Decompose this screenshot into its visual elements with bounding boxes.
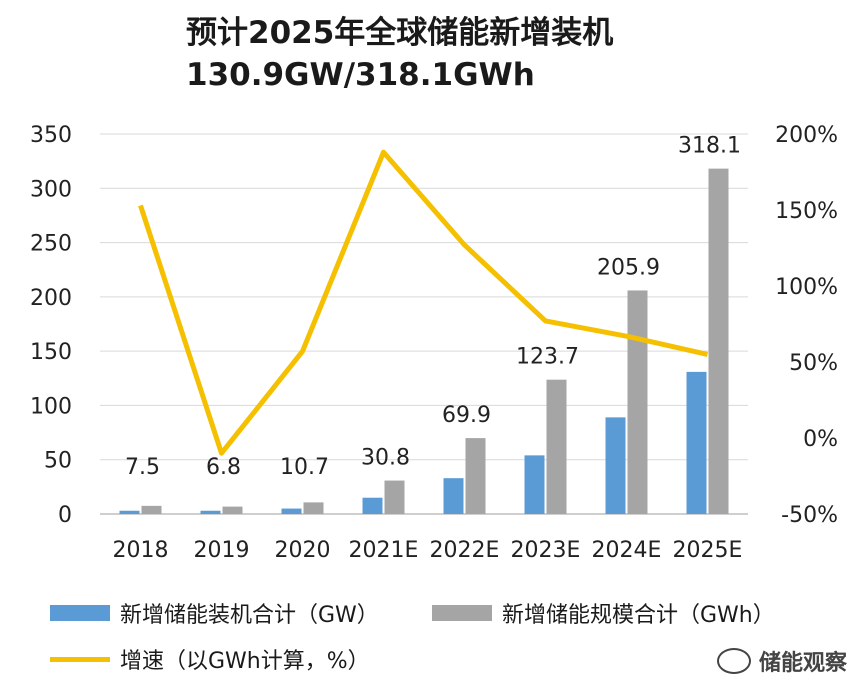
bar-gwh (708, 168, 729, 515)
bar-gw (686, 371, 707, 514)
y-right-tick-label: 100% (775, 275, 838, 300)
y-left-tick-label: 200 (30, 286, 72, 311)
y-left-tick-label: 250 (30, 232, 72, 257)
legend-item-growth: 增速（以GWh计算，%） (50, 643, 370, 675)
bar-gwh (384, 480, 405, 514)
bar-gwh (141, 505, 162, 514)
bar-gw (119, 510, 140, 514)
legend: 新增储能装机合计（GW） 新增储能规模合计（GWh） 增速（以GWh计算，%） (0, 585, 865, 685)
x-tick-label: 2020 (275, 538, 331, 563)
bar-gwh (465, 438, 486, 514)
y-left-tick-label: 100 (30, 394, 72, 419)
data-label-gwh: 30.8 (361, 446, 410, 471)
x-tick-label: 2021E (349, 538, 419, 563)
y-right-tick-label: -50% (781, 503, 838, 528)
x-tick-label: 2022E (430, 538, 500, 563)
y-right-tick-label: 200% (775, 123, 838, 148)
data-label-gwh: 10.7 (280, 455, 329, 480)
y-left-tick-label: 350 (30, 123, 72, 148)
y-left-tick-label: 50 (44, 449, 72, 474)
bar-gwh (222, 506, 243, 514)
y-right-tick-label: 150% (775, 199, 838, 224)
bar-gw (200, 510, 221, 514)
bar-gw (362, 497, 383, 514)
legend-swatch-growth (50, 656, 110, 662)
legend-label-gwh: 新增储能规模合计（GWh） (502, 603, 775, 628)
y-left-tick-label: 0 (58, 503, 72, 528)
y-right-tick-label: 0% (803, 427, 838, 452)
data-label-gwh: 205.9 (597, 255, 660, 280)
legend-label-growth: 增速（以GWh计算，%） (120, 649, 370, 674)
bar-gw (281, 508, 302, 514)
x-tick-label: 2024E (592, 538, 662, 563)
legend-item-gwh: 新增储能规模合计（GWh） (432, 597, 775, 629)
legend-swatch-gw (50, 605, 110, 621)
y-left-tick-label: 300 (30, 177, 72, 202)
data-label-gwh: 318.1 (678, 134, 741, 159)
watermark: 储能观察 (716, 645, 847, 677)
bar-gw (443, 478, 464, 514)
data-label-gwh: 7.5 (125, 455, 160, 480)
x-tick-label: 2019 (194, 538, 250, 563)
data-label-gwh: 69.9 (442, 403, 491, 428)
legend-label-gw: 新增储能装机合计（GW） (120, 603, 379, 628)
bar-gw (605, 417, 626, 514)
chart-title: 预计2025年全球储能新增装机 (186, 15, 614, 51)
legend-swatch-gwh (432, 605, 492, 621)
wechat-icon (716, 648, 751, 674)
growth-line (138, 149, 709, 456)
bar-gwh (546, 379, 567, 514)
bar-gw (524, 455, 545, 514)
data-label-gwh: 6.8 (206, 455, 241, 480)
x-tick-label: 2018 (113, 538, 169, 563)
watermark-text: 储能观察 (758, 651, 847, 676)
chart-subtitle: 130.9GW/318.1GWh (186, 57, 535, 93)
legend-item-gw: 新增储能装机合计（GW） (50, 597, 379, 629)
x-tick-label: 2025E (673, 538, 743, 563)
bar-gwh (627, 290, 648, 514)
bar-gwh (303, 502, 324, 514)
x-tick-label: 2023E (511, 538, 581, 563)
data-label-gwh: 123.7 (516, 345, 579, 370)
chart-canvas: 0 50 100 150 200 250 300 350 -50% 0% 50% 100% 150% 20… (30, 123, 838, 563)
y-left-tick-label: 150 (30, 340, 72, 365)
y-right-tick-label: 50% (789, 351, 838, 376)
